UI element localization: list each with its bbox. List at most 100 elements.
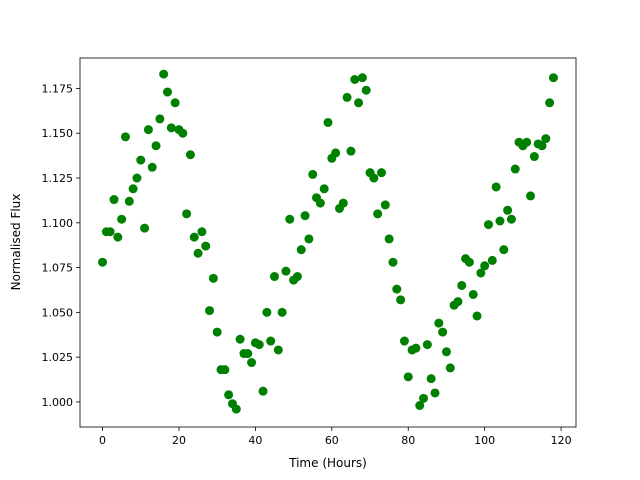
point (308, 169, 318, 179)
point (464, 257, 474, 267)
point (182, 209, 192, 219)
point (483, 220, 493, 230)
y-tick-label: 1.175 (42, 82, 74, 95)
point (220, 365, 230, 375)
point (151, 141, 161, 151)
point (472, 311, 482, 321)
point (426, 374, 436, 384)
y-axis-label: Normalised Flux (9, 194, 23, 291)
point (480, 261, 490, 271)
x-tick-label: 20 (172, 434, 186, 447)
point (476, 268, 486, 278)
point (258, 386, 268, 396)
point (506, 214, 516, 224)
point (117, 214, 127, 224)
point (438, 327, 448, 337)
point (109, 195, 119, 205)
point (445, 363, 455, 373)
point (224, 390, 234, 400)
point (346, 146, 356, 156)
plot-frame (79, 57, 577, 428)
point (124, 196, 134, 206)
point (281, 266, 291, 276)
point (292, 272, 302, 282)
point (178, 128, 188, 138)
point (132, 173, 142, 183)
point (392, 284, 402, 294)
point (457, 280, 467, 290)
point (128, 184, 138, 194)
point (170, 98, 180, 108)
point (315, 198, 325, 208)
point (247, 358, 257, 368)
point (231, 404, 241, 414)
x-tick-label: 60 (325, 434, 339, 447)
y-tick-label: 1.125 (42, 172, 74, 185)
point (441, 347, 451, 357)
point (285, 214, 295, 224)
point (300, 211, 310, 221)
point (159, 69, 169, 79)
point (434, 318, 444, 328)
point (526, 191, 536, 201)
point (384, 234, 394, 244)
point (361, 85, 371, 95)
point (388, 257, 398, 267)
y-tick-label: 1.050 (42, 306, 74, 319)
point (468, 289, 478, 299)
y-tick-label: 1.025 (42, 351, 74, 364)
point (201, 241, 211, 251)
point (373, 209, 383, 219)
point (296, 245, 306, 255)
y-tick-label: 1.150 (42, 127, 74, 140)
point (548, 73, 558, 83)
point (529, 152, 539, 162)
point (380, 200, 390, 210)
point (510, 164, 520, 174)
point (140, 223, 150, 233)
point (453, 297, 463, 307)
point (262, 307, 272, 317)
point (545, 98, 555, 108)
point (147, 162, 157, 172)
point (495, 216, 505, 226)
x-tick-label: 120 (551, 434, 572, 447)
point (189, 232, 199, 242)
point (98, 257, 108, 267)
point (243, 349, 253, 359)
point (376, 168, 386, 178)
point (273, 345, 283, 355)
point (357, 73, 367, 83)
y-tick-label: 1.100 (42, 217, 74, 230)
point (411, 343, 421, 353)
point (487, 255, 497, 265)
point (369, 173, 379, 183)
point (254, 340, 264, 350)
point (537, 141, 547, 151)
point (396, 295, 406, 305)
point (197, 227, 207, 237)
x-tick-label: 80 (401, 434, 415, 447)
x-tick-label: 40 (248, 434, 262, 447)
point (212, 327, 222, 337)
point (342, 92, 352, 102)
point (323, 117, 333, 127)
point (120, 132, 130, 142)
point (331, 148, 341, 158)
x-axis-label: Time (Hours) (288, 456, 367, 470)
point (113, 232, 123, 242)
y-tick-label: 1.000 (42, 396, 74, 409)
point (208, 273, 218, 283)
y-tick-label: 1.075 (42, 262, 74, 275)
point (304, 234, 314, 244)
point (541, 134, 551, 144)
point (105, 227, 115, 237)
point (270, 272, 280, 282)
point (319, 184, 329, 194)
point (403, 372, 413, 382)
point (499, 245, 509, 255)
point (166, 123, 176, 133)
point (185, 150, 195, 160)
point (266, 336, 276, 346)
